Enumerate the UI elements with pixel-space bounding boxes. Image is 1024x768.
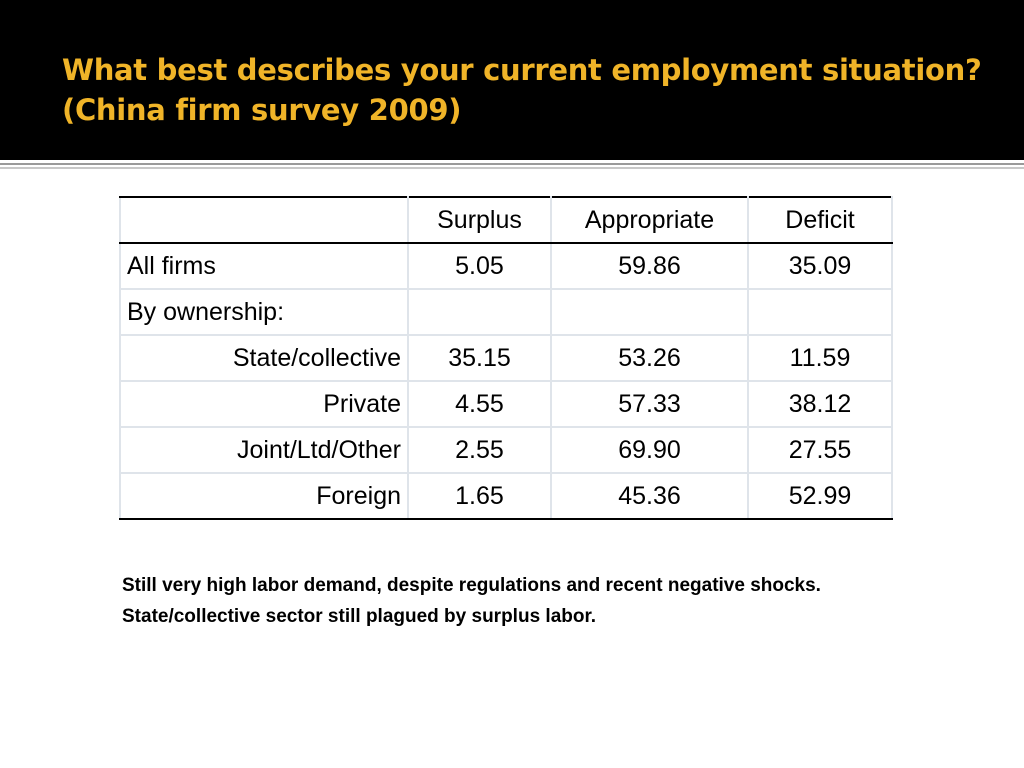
row-label: By ownership: bbox=[119, 288, 409, 336]
table-row: Foreign 1.65 45.36 52.99 bbox=[119, 472, 893, 520]
cell-surplus: 35.15 bbox=[407, 334, 552, 382]
slide-title: What best describes your current employm… bbox=[62, 50, 982, 130]
title-divider-dark bbox=[0, 163, 1024, 165]
table-header-row: Surplus Appropriate Deficit bbox=[119, 196, 893, 244]
cell-appropriate: 53.26 bbox=[550, 334, 749, 382]
row-label: Private bbox=[119, 380, 409, 428]
header-appropriate: Appropriate bbox=[550, 196, 749, 244]
cell-surplus: 1.65 bbox=[407, 472, 552, 520]
cell-surplus: 4.55 bbox=[407, 380, 552, 428]
row-label: All firms bbox=[119, 242, 409, 290]
cell-deficit: 52.99 bbox=[747, 472, 893, 520]
cell-surplus bbox=[407, 288, 552, 336]
cell-surplus: 5.05 bbox=[407, 242, 552, 290]
row-label: Foreign bbox=[119, 472, 409, 520]
table-row: Private 4.55 57.33 38.12 bbox=[119, 380, 893, 428]
row-label: Joint/Ltd/Other bbox=[119, 426, 409, 474]
table-row: Joint/Ltd/Other 2.55 69.90 27.55 bbox=[119, 426, 893, 474]
title-divider-light bbox=[0, 167, 1024, 169]
employment-survey-table: Surplus Appropriate Deficit All firms 5.… bbox=[119, 196, 893, 520]
cell-appropriate: 45.36 bbox=[550, 472, 749, 520]
cell-surplus: 2.55 bbox=[407, 426, 552, 474]
cell-deficit: 11.59 bbox=[747, 334, 893, 382]
cell-deficit: 35.09 bbox=[747, 242, 893, 290]
cell-appropriate: 59.86 bbox=[550, 242, 749, 290]
table-row: State/collective 35.15 53.26 11.59 bbox=[119, 334, 893, 382]
slide-title-line-2: (China firm survey 2009) bbox=[62, 93, 462, 127]
header-surplus: Surplus bbox=[407, 196, 552, 244]
header-blank bbox=[119, 196, 409, 244]
cell-appropriate: 69.90 bbox=[550, 426, 749, 474]
title-bar: What best describes your current employm… bbox=[0, 0, 1024, 160]
table-row: By ownership: bbox=[119, 288, 893, 336]
slide-notes: Still very high labor demand, despite re… bbox=[122, 570, 821, 632]
note-line-2: State/collective sector still plagued by… bbox=[122, 606, 597, 627]
row-label: State/collective bbox=[119, 334, 409, 382]
cell-deficit: 27.55 bbox=[747, 426, 893, 474]
cell-appropriate bbox=[550, 288, 749, 336]
note-line-1: Still very high labor demand, despite re… bbox=[122, 575, 821, 596]
slide-title-line-1: What best describes your current employm… bbox=[62, 53, 982, 87]
cell-deficit: 38.12 bbox=[747, 380, 893, 428]
cell-appropriate: 57.33 bbox=[550, 380, 749, 428]
cell-deficit bbox=[747, 288, 893, 336]
header-deficit: Deficit bbox=[747, 196, 893, 244]
table-row: All firms 5.05 59.86 35.09 bbox=[119, 242, 893, 290]
